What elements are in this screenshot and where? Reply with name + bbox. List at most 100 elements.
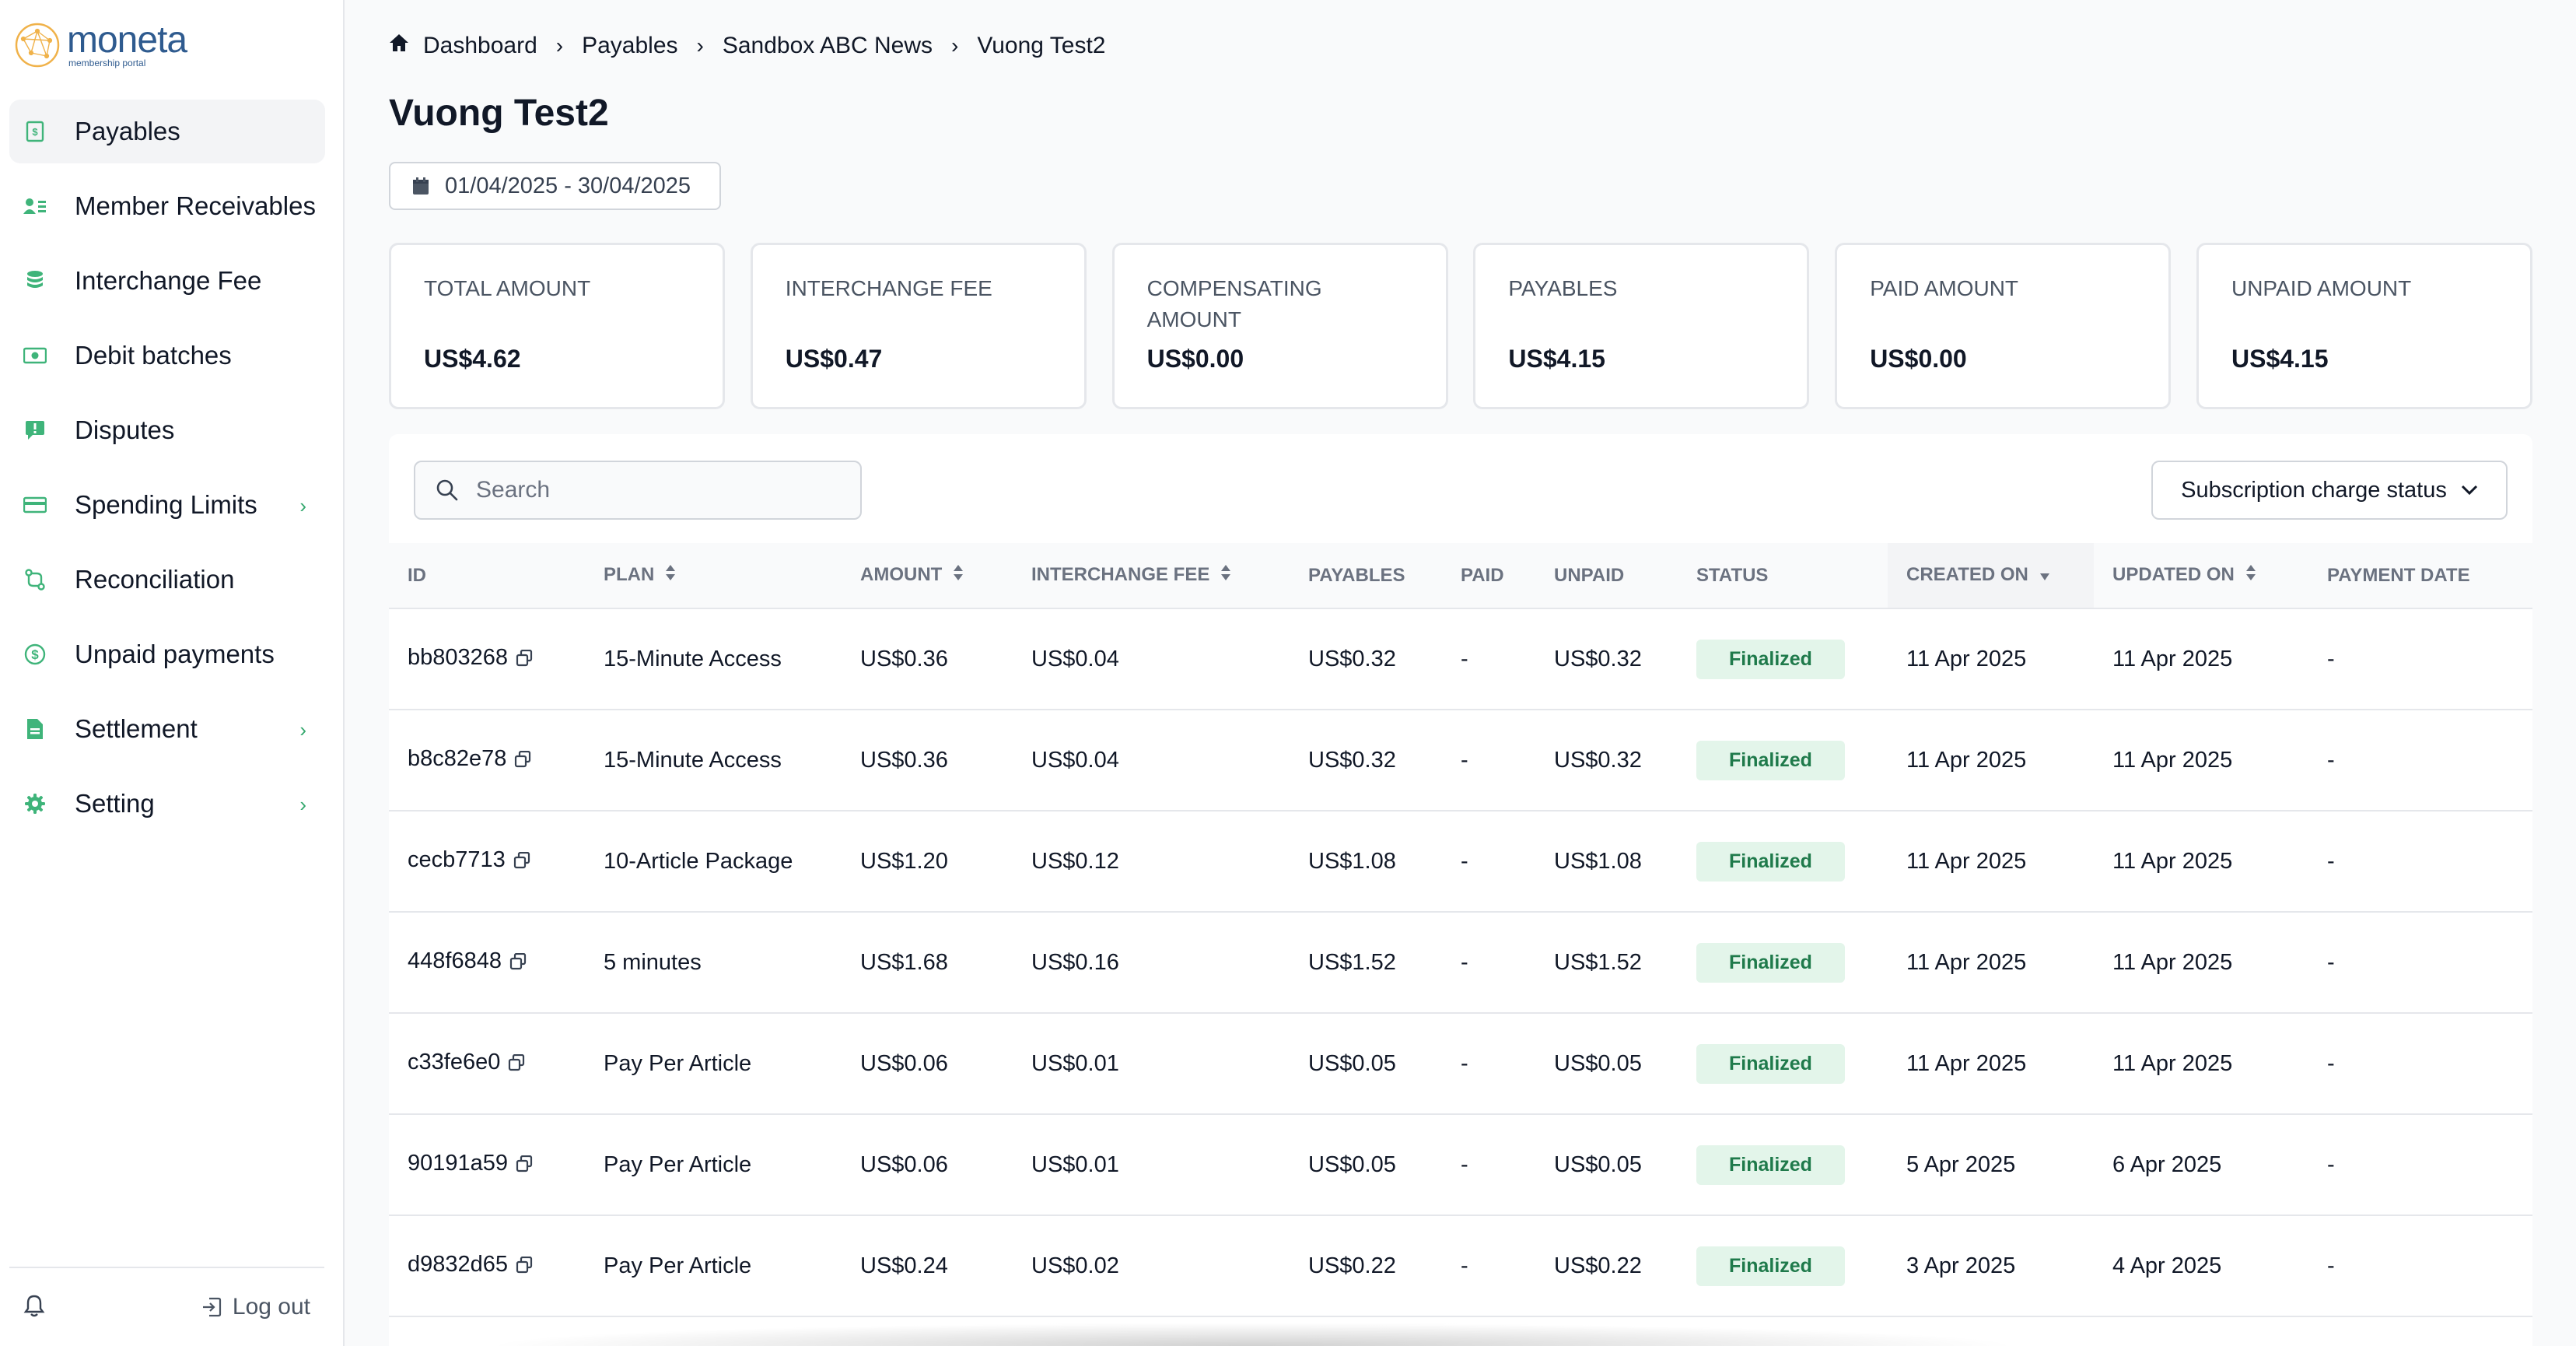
alert-message-icon bbox=[23, 419, 47, 442]
table-row[interactable]: b8c82e78 15-Minute Access US$0.36 US$0.04 US… bbox=[389, 710, 2532, 811]
coins-stack-icon bbox=[23, 269, 47, 293]
table-row[interactable]: cecb7713 10-Article Package US$1.20 US$0.12… bbox=[389, 811, 2532, 912]
copy-icon[interactable] bbox=[516, 647, 533, 673]
sort-icon[interactable] bbox=[1220, 564, 1231, 587]
subscription-status-dropdown[interactable]: Subscription charge status bbox=[2151, 461, 2508, 520]
cell-payment-date: - bbox=[2327, 747, 2335, 773]
cell-created-on: 11 Apr 2025 bbox=[1906, 1050, 2027, 1076]
cell-plan: 15-Minute Access bbox=[604, 646, 782, 671]
cell-status: Finalized bbox=[1678, 811, 1888, 912]
sort-desc-icon[interactable] bbox=[2039, 565, 2050, 587]
status-badge: Finalized bbox=[1696, 841, 1845, 882]
cell-plan: 15-Minute Access bbox=[604, 747, 782, 773]
sidebar-item-settlement[interactable]: Settlement › bbox=[9, 697, 325, 761]
copy-icon[interactable] bbox=[509, 951, 527, 976]
sidebar-item-spending-limits[interactable]: Spending Limits › bbox=[9, 473, 325, 537]
cell-plan: Pay Per Article bbox=[604, 1253, 752, 1278]
bell-icon[interactable] bbox=[23, 1294, 45, 1321]
stat-label: PAYABLES bbox=[1508, 276, 1618, 300]
stat-value: US$0.00 bbox=[1870, 345, 1967, 373]
cell-plan: Pay Per Article bbox=[604, 1151, 752, 1177]
cell-payables: US$0.22 bbox=[1308, 1253, 1396, 1278]
cell-interchange-fee: US$0.01 bbox=[1031, 1151, 1119, 1177]
logo-globe-icon bbox=[15, 23, 60, 68]
chevron-down-icon bbox=[2461, 485, 2477, 496]
column-header-interchange-fee[interactable]: INTERCHANGE FEE bbox=[1013, 543, 1290, 609]
summary-cards: TOTAL AMOUNT US$4.62 INTERCHANGE FEE US$… bbox=[389, 243, 2532, 409]
sidebar-item-disputes[interactable]: Disputes bbox=[9, 398, 325, 462]
date-range-picker[interactable]: 01/04/2025 - 30/04/2025 bbox=[389, 162, 721, 210]
column-header-amount[interactable]: AMOUNT bbox=[842, 543, 1013, 609]
cell-paid: - bbox=[1461, 949, 1468, 975]
search-input[interactable] bbox=[476, 477, 849, 503]
cell-unpaid: US$0.05 bbox=[1554, 1151, 1642, 1177]
logo[interactable]: moneta membership portal bbox=[14, 22, 187, 68]
sidebar-item-setting[interactable]: Setting › bbox=[9, 772, 325, 836]
breadcrumb-payables[interactable]: Payables bbox=[582, 33, 678, 58]
breadcrumb-dashboard[interactable]: Dashboard bbox=[423, 33, 537, 58]
column-header-plan[interactable]: PLAN bbox=[585, 543, 842, 609]
cell-status: Finalized bbox=[1678, 1215, 1888, 1316]
cell-interchange-fee: US$0.12 bbox=[1031, 848, 1119, 874]
record-id: 448f6848 bbox=[408, 948, 502, 973]
cell-created-on: 11 Apr 2025 bbox=[1906, 646, 2027, 671]
sidebar-item-reconciliation[interactable]: Reconciliation bbox=[9, 548, 325, 612]
column-header-created-on[interactable]: CREATED ON bbox=[1888, 543, 2094, 609]
status-badge: Finalized bbox=[1696, 639, 1845, 679]
copy-icon[interactable] bbox=[516, 1254, 533, 1280]
sidebar-item-debit-batches[interactable]: Debit batches bbox=[9, 324, 325, 387]
sidebar-item-interchange-fee[interactable]: Interchange Fee bbox=[9, 249, 325, 313]
stat-value: US$0.47 bbox=[785, 345, 883, 373]
table-row[interactable]: 448f6848 5 minutes US$1.68 US$0.16 US$1.52 - U… bbox=[389, 912, 2532, 1013]
copy-icon[interactable] bbox=[514, 748, 531, 774]
sidebar-item-member-receivables[interactable]: Member Receivables bbox=[9, 174, 325, 238]
breadcrumb-sandbox[interactable]: Sandbox ABC News bbox=[722, 33, 933, 58]
cell-plan: 10-Article Package bbox=[604, 848, 793, 874]
chevron-right-icon: › bbox=[299, 793, 306, 816]
cell-payables: US$0.32 bbox=[1308, 747, 1396, 773]
logout-icon bbox=[202, 1297, 222, 1317]
chevron-right-icon: › bbox=[951, 33, 959, 58]
cell-status: Finalized bbox=[1678, 710, 1888, 811]
cell-paid: - bbox=[1461, 848, 1468, 874]
sidebar-item-payables[interactable]: $ Payables bbox=[9, 100, 325, 163]
table-row[interactable]: c33fe6e0 Pay Per Article US$0.06 US$0.01 US$… bbox=[389, 1013, 2532, 1114]
copy-icon[interactable] bbox=[513, 850, 530, 875]
sort-icon[interactable] bbox=[2245, 564, 2256, 587]
copy-icon[interactable] bbox=[508, 1052, 525, 1078]
home-icon[interactable] bbox=[389, 33, 409, 59]
calendar-icon bbox=[413, 177, 429, 195]
table-row[interactable]: 90191a59 Pay Per Article US$0.06 US$0.01 US$… bbox=[389, 1114, 2532, 1215]
cell-unpaid: US$1.52 bbox=[1554, 949, 1642, 975]
cell-payment-date: - bbox=[2327, 646, 2335, 671]
sidebar-item-label: Debit batches bbox=[75, 341, 232, 370]
cell-plan: 5 minutes bbox=[604, 949, 702, 975]
column-header-payment-date: PAYMENT DATE bbox=[2308, 543, 2532, 609]
sidebar-item-unpaid-payments[interactable]: $ Unpaid payments bbox=[9, 622, 325, 686]
page-title: Vuong Test2 bbox=[389, 93, 609, 134]
cell-updated-on: 6 Apr 2025 bbox=[2112, 1151, 2222, 1177]
sort-icon[interactable] bbox=[953, 564, 964, 587]
status-badge: Finalized bbox=[1696, 942, 1845, 983]
cell-created-on: 11 Apr 2025 bbox=[1906, 949, 2027, 975]
cell-created-on: 11 Apr 2025 bbox=[1906, 848, 2027, 874]
cell-amount: US$0.06 bbox=[860, 1050, 948, 1076]
cell-unpaid: US$1.08 bbox=[1554, 848, 1642, 874]
stat-label: INTERCHANGE FEE bbox=[785, 276, 992, 300]
column-header-updated-on[interactable]: UPDATED ON bbox=[2094, 543, 2308, 609]
brand-tagline: membership portal bbox=[68, 58, 146, 68]
sidebar-item-label: Disputes bbox=[75, 415, 175, 444]
stat-card-payables: PAYABLES US$4.15 bbox=[1473, 243, 1810, 409]
cell-id: cecb7713 bbox=[389, 811, 585, 912]
cell-amount: US$0.06 bbox=[860, 1151, 948, 1177]
gear-icon bbox=[23, 792, 47, 815]
copy-icon[interactable] bbox=[516, 1153, 533, 1179]
sort-icon[interactable] bbox=[665, 564, 676, 587]
cell-updated-on: 4 Apr 2025 bbox=[2112, 1253, 2222, 1278]
table-row[interactable]: bb803268 15-Minute Access US$0.36 US$0.04 US… bbox=[389, 608, 2532, 710]
stat-card-unpaid-amount: UNPAID AMOUNT US$4.15 bbox=[2196, 243, 2532, 409]
search-box[interactable] bbox=[414, 461, 862, 520]
record-id: cecb7713 bbox=[408, 847, 506, 872]
logout-button[interactable]: Log out bbox=[201, 1294, 310, 1320]
table-row[interactable]: d9832d65 Pay Per Article US$0.24 US$0.02 US$… bbox=[389, 1215, 2532, 1316]
